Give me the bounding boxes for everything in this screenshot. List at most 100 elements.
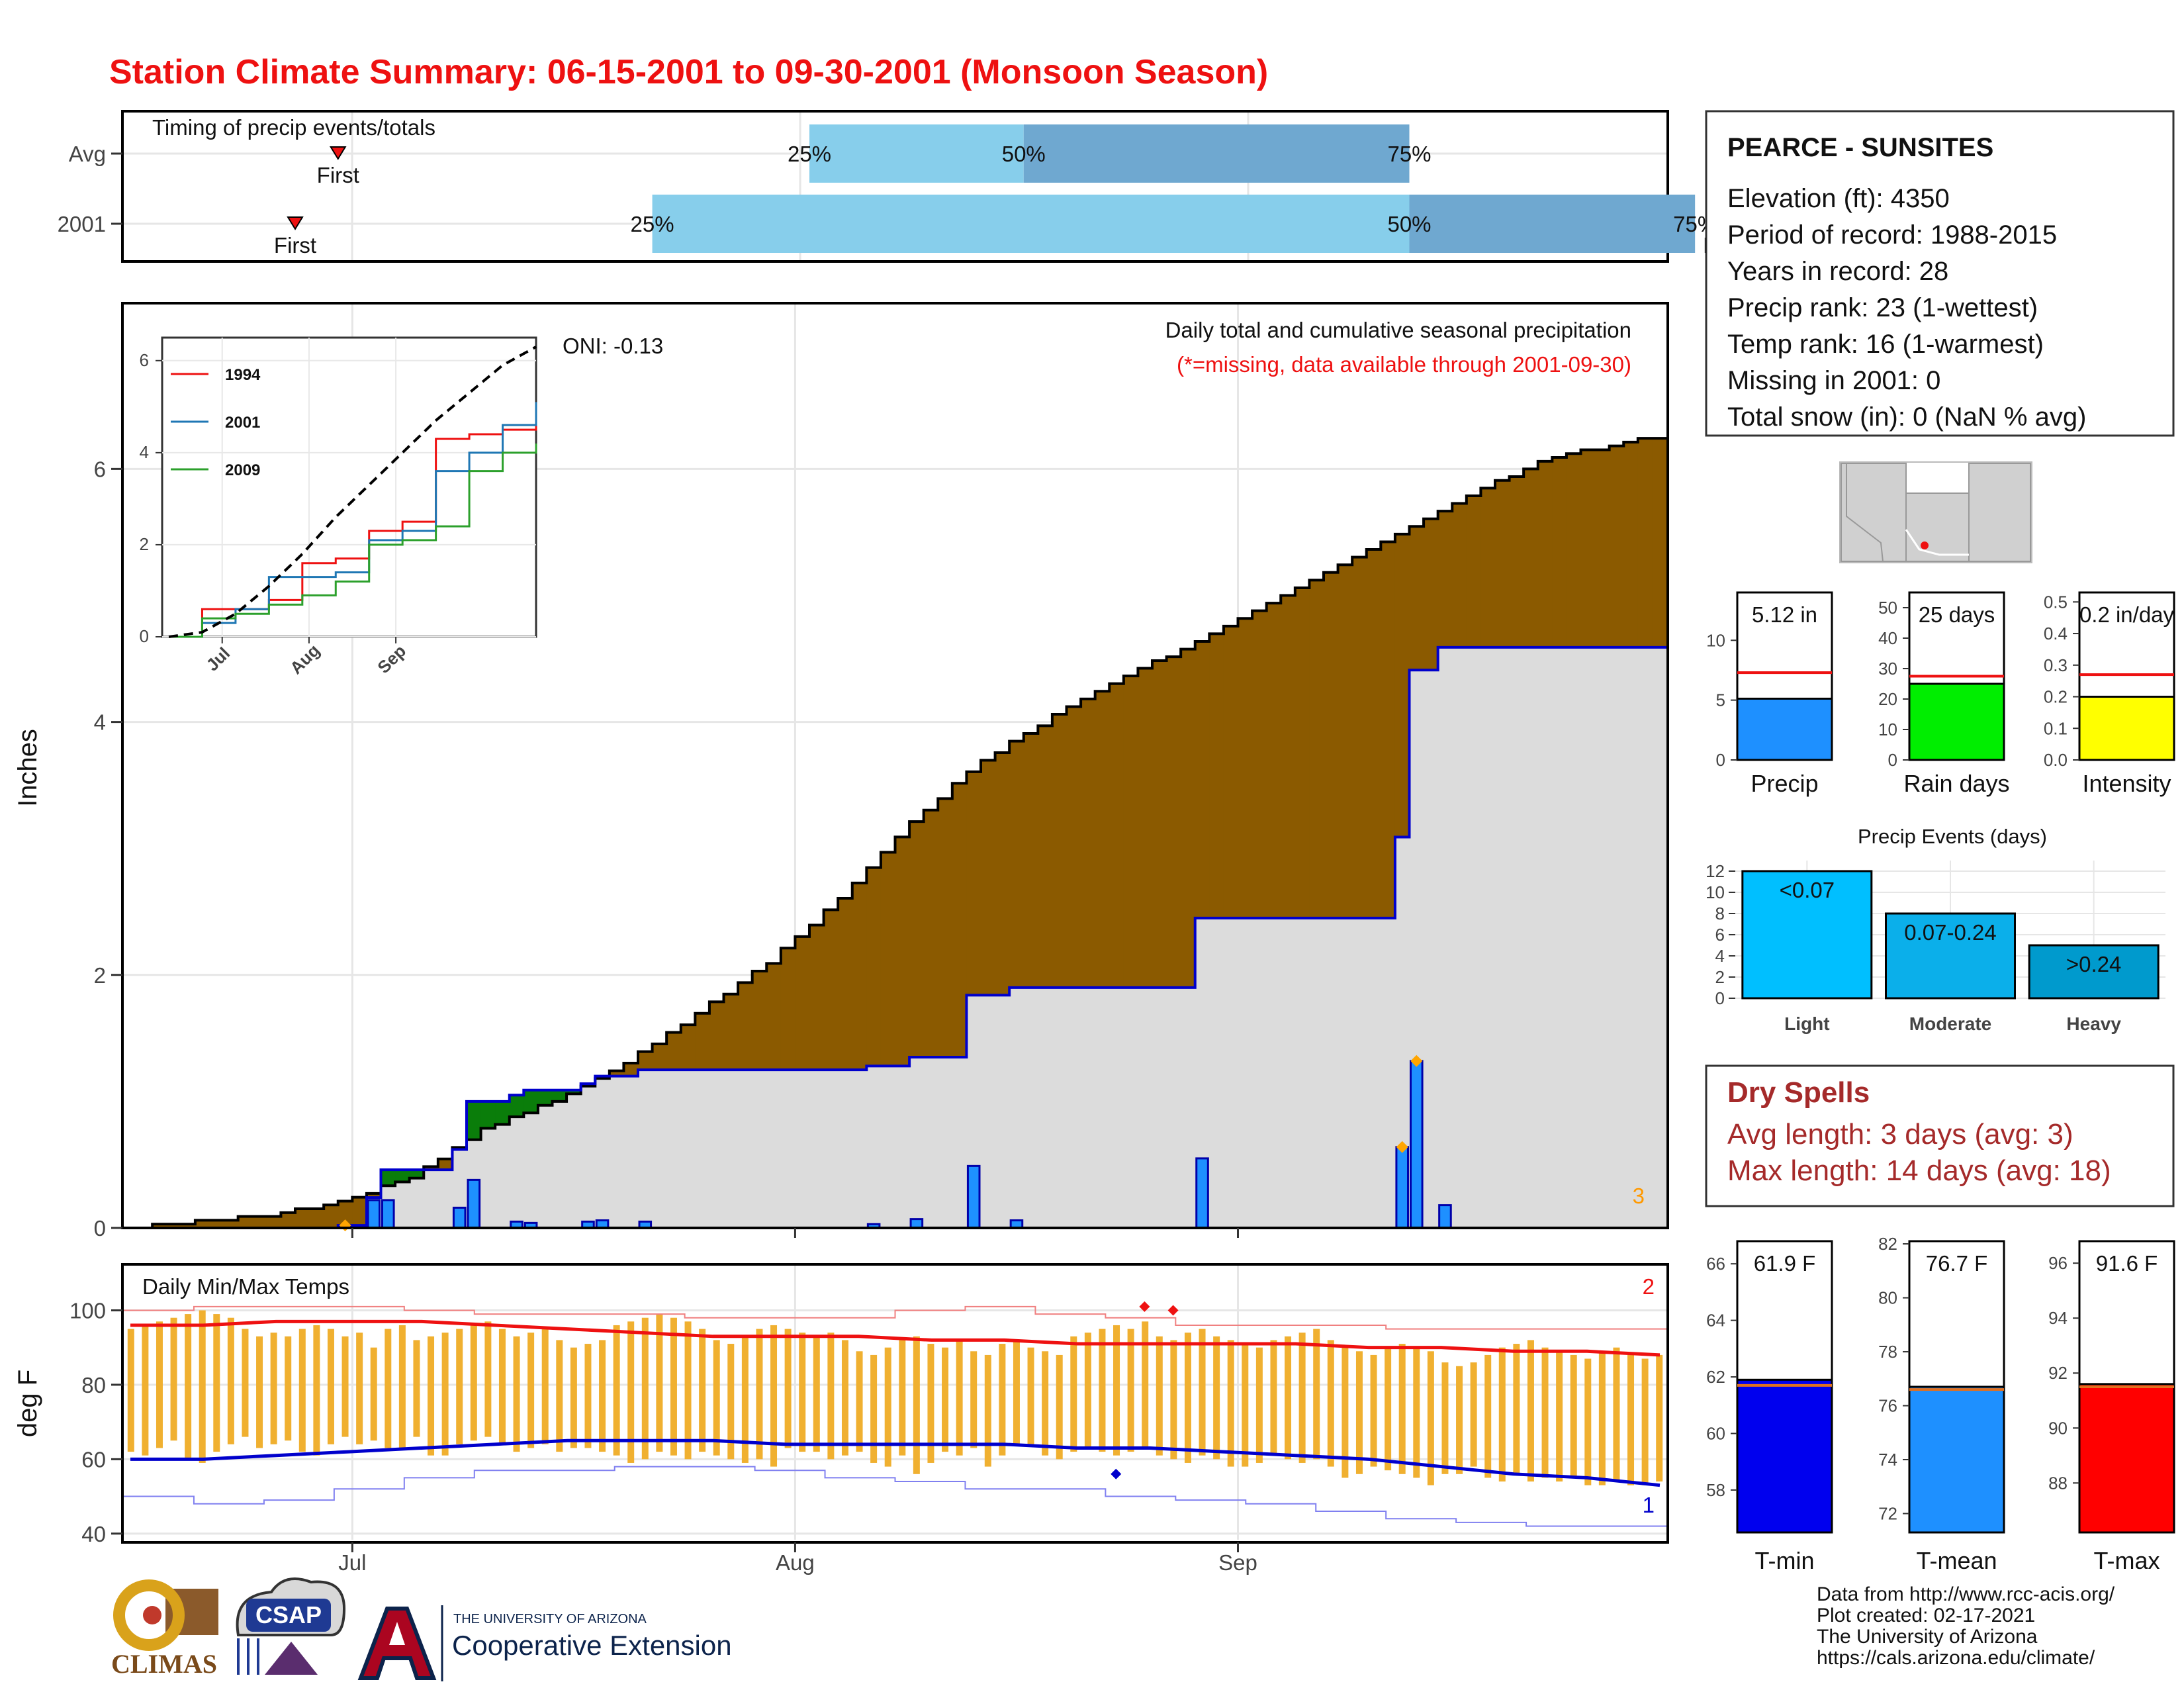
events-ytick-label: 4 bbox=[1715, 946, 1725, 966]
daily-temp-range-bar bbox=[327, 1329, 334, 1444]
temp-bar-charts: 61.9 F 58 60 62 64 66 T-min 76.7 F 72 74 76 78 80 82 T… bbox=[1706, 1234, 2175, 1574]
temp-bar-ytick-label: 92 bbox=[2048, 1363, 2068, 1383]
inset-legend-label: 1994 bbox=[225, 366, 261, 384]
deficit-fill bbox=[1181, 649, 1196, 988]
record-low-marker bbox=[1111, 1468, 1122, 1479]
mini-bar-value: 0.2 in/day bbox=[2079, 602, 2175, 627]
temp-bar-ytick-label: 62 bbox=[1706, 1367, 1725, 1387]
deficit-fill bbox=[1537, 461, 1553, 647]
inset-avg-dashed bbox=[168, 346, 537, 638]
record-high-marker bbox=[1139, 1301, 1150, 1312]
surplus-fill bbox=[567, 1090, 582, 1094]
timing-panel: Timing of precip events/totals Avg 2001 … bbox=[58, 110, 1773, 263]
daily-temp-range-bar bbox=[470, 1325, 477, 1441]
deficit-fill bbox=[166, 1224, 181, 1228]
precip-panel: 0 2 4 6 Inches Daily total and cumulative s… bbox=[13, 302, 1669, 1241]
events-ytick-label: 0 bbox=[1715, 988, 1725, 1008]
deficit-fill bbox=[252, 1216, 267, 1228]
daily-temp-range-bar bbox=[756, 1329, 763, 1460]
deficit-fill bbox=[1495, 480, 1510, 647]
daily-temp-range-bar bbox=[428, 1336, 435, 1456]
temp-title: Daily Min/Max Temps bbox=[142, 1274, 349, 1299]
station-line-period: Period of record: 1988-2015 bbox=[1727, 220, 2057, 250]
deficit-fill bbox=[1352, 557, 1367, 918]
daily-temp-range-bar bbox=[913, 1336, 920, 1474]
timing-first-marker bbox=[287, 216, 304, 230]
daily-temp-range-bar bbox=[684, 1321, 692, 1460]
events-bar-label: <0.07 bbox=[1780, 878, 1835, 902]
timing-bar-25-50 bbox=[652, 195, 1410, 253]
daily-temp-range-bar bbox=[799, 1333, 806, 1452]
deficit-fill bbox=[1066, 706, 1081, 988]
temp-xtick-label: Jul bbox=[338, 1550, 366, 1575]
daily-temp-range-bar bbox=[1099, 1329, 1106, 1452]
temp-bar-t-mean bbox=[1908, 1385, 2005, 1534]
inset-ytick-label: 2 bbox=[140, 534, 149, 554]
mini-bar-charts: 5.12 in 0 5 10 Precip 25 days 0 10 20 30 40 50 Rain … bbox=[1706, 591, 2175, 797]
precip-ytick-label: 6 bbox=[94, 457, 106, 481]
footer-line-data: Data from http://www.rcc-acis.org/ bbox=[1817, 1583, 2115, 1605]
deficit-fill bbox=[1052, 714, 1067, 988]
daily-temp-range-bar bbox=[727, 1344, 735, 1460]
deficit-fill bbox=[909, 821, 925, 1058]
daily-precip-bar bbox=[1395, 1146, 1410, 1229]
daily-precip-bar bbox=[1438, 1204, 1452, 1229]
deficit-fill bbox=[1652, 438, 1667, 647]
ua-logo-small-text: THE UNIVERSITY OF ARIZONA bbox=[453, 1612, 647, 1626]
daily-temp-range-bar bbox=[984, 1354, 991, 1467]
deficit-fill bbox=[895, 837, 910, 1066]
temp-bar-value: 61.9 F bbox=[1754, 1251, 1816, 1276]
deficit-fill bbox=[1452, 503, 1467, 647]
daily-temp-range-bar bbox=[956, 1340, 963, 1456]
daily-temp-range-bar bbox=[942, 1347, 949, 1452]
deficit-fill bbox=[1038, 726, 1053, 988]
temp-xtick-label: Aug bbox=[776, 1550, 815, 1575]
daily-temp-range-bar bbox=[142, 1325, 149, 1456]
temp-y-axis-label: deg F bbox=[13, 1370, 42, 1437]
daily-temp-range-bar bbox=[1513, 1344, 1520, 1474]
timing-p25-label: 25% bbox=[788, 142, 831, 166]
temp-bar-t-max bbox=[2078, 1383, 2175, 1534]
precip-events-chart: Precip Events (days) <0.07 Light 0.07-0.24… bbox=[1706, 825, 2165, 1034]
temp-bar-t-min bbox=[1736, 1378, 1833, 1534]
daily-temp-range-bar bbox=[1298, 1333, 1306, 1463]
station-line-missing: Missing in 2001: 0 bbox=[1727, 366, 1940, 395]
daily-temp-range-bar bbox=[341, 1336, 349, 1437]
daily-temp-range-bar bbox=[1584, 1358, 1592, 1485]
daily-temp-range-bar bbox=[370, 1347, 377, 1441]
daily-temp-range-bar bbox=[1070, 1336, 1077, 1452]
deficit-fill bbox=[623, 1062, 639, 1076]
inset-legend-label: 2009 bbox=[225, 461, 260, 479]
daily-temp-range-bar bbox=[541, 1329, 549, 1444]
deficit-fill bbox=[1081, 698, 1096, 988]
events-bar-label: 0.07-0.24 bbox=[1904, 920, 1996, 945]
station-location-dot bbox=[1921, 541, 1929, 549]
temp-bar-ytick-label: 90 bbox=[2048, 1418, 2068, 1438]
daily-temp-range-bar bbox=[1398, 1344, 1406, 1474]
deficit-fill bbox=[823, 910, 839, 1070]
deficit-fill bbox=[1152, 660, 1167, 988]
daily-temp-range-bar bbox=[1342, 1347, 1349, 1478]
daily-precip-bar bbox=[467, 1178, 481, 1229]
daily-temp-range-bar bbox=[1199, 1329, 1206, 1456]
daily-temp-range-bar bbox=[1456, 1366, 1463, 1474]
daily-temp-range-bar bbox=[927, 1344, 934, 1463]
deficit-fill bbox=[966, 771, 981, 996]
deficit-fill bbox=[1595, 449, 1610, 647]
surplus-fill bbox=[537, 1090, 553, 1105]
mini-bar-ytick-label: 0.5 bbox=[2044, 592, 2068, 612]
temp-bar-ytick-label: 78 bbox=[1878, 1342, 1897, 1362]
deficit-fill bbox=[880, 852, 895, 1066]
daily-temp-range-bar bbox=[1613, 1347, 1620, 1482]
daily-temp-range-bar bbox=[827, 1333, 835, 1460]
daily-temp-range-bar bbox=[1242, 1344, 1249, 1467]
surplus-fill bbox=[523, 1090, 539, 1113]
daily-temp-range-bar bbox=[156, 1321, 163, 1448]
page-title: Station Climate Summary: 06-15-2001 to 0… bbox=[109, 53, 1268, 91]
temp-bar-ytick-label: 76 bbox=[1878, 1396, 1897, 1416]
daily-temp-range-bar bbox=[870, 1354, 878, 1463]
deficit-fill bbox=[195, 1220, 210, 1228]
daily-temp-range-bar bbox=[1413, 1347, 1420, 1478]
deficit-fill bbox=[1524, 469, 1539, 647]
mini-bar-ytick-label: 0.1 bbox=[2044, 718, 2068, 738]
